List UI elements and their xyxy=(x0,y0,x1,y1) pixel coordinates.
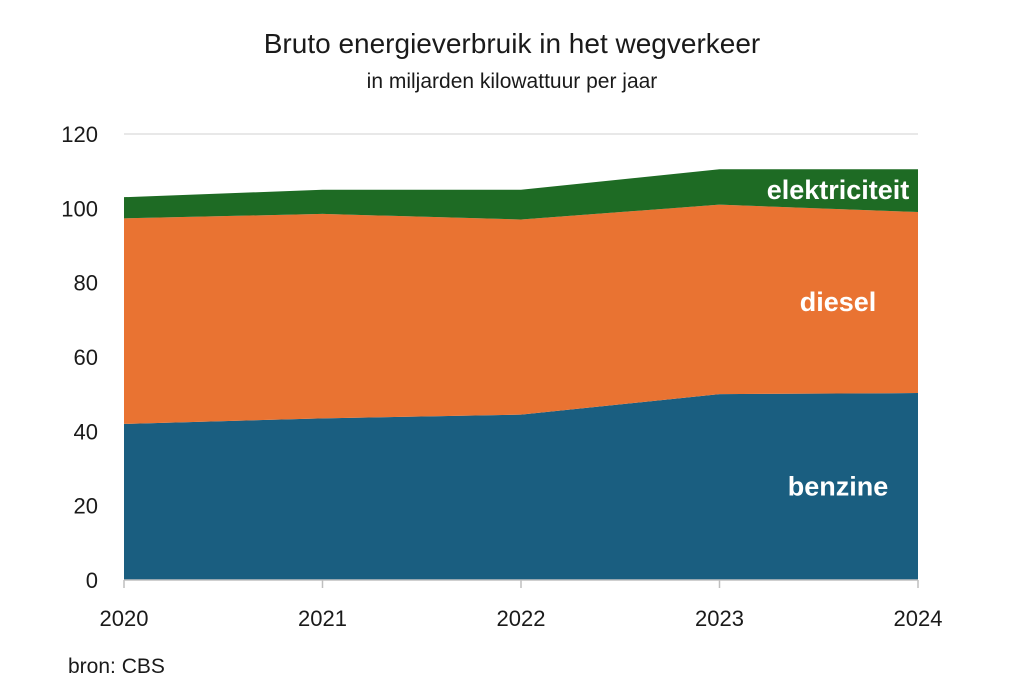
y-tick-labels: 0 20 40 60 80 100 120 xyxy=(61,122,98,593)
area-diesel xyxy=(124,204,918,424)
area-series xyxy=(124,169,918,580)
y-tick-label: 120 xyxy=(61,122,98,147)
x-tick-label: 2022 xyxy=(497,606,546,631)
y-tick-label: 80 xyxy=(74,271,98,296)
y-tick-label: 0 xyxy=(86,568,98,593)
chart-subtitle: in miljarden kilowattuur per jaar xyxy=(366,70,658,93)
series-label-diesel: diesel xyxy=(800,287,877,317)
y-tick-label: 60 xyxy=(74,345,98,370)
series-labels: benzine diesel elektriciteit xyxy=(767,175,910,502)
area-elektriciteit xyxy=(124,169,918,220)
axes xyxy=(123,579,919,588)
x-tick-labels: 2020 2021 2022 2023 2024 xyxy=(100,606,943,631)
series-label-elektriciteit: elektriciteit xyxy=(767,175,910,205)
y-tick-label: 100 xyxy=(61,196,98,221)
chart-title: Bruto energieverbruik in het wegverkeer xyxy=(263,28,761,59)
area-benzine xyxy=(124,393,918,580)
series-label-benzine: benzine xyxy=(788,472,889,502)
x-tick-label: 2020 xyxy=(100,606,149,631)
x-tick-label: 2024 xyxy=(894,606,943,631)
x-tick-label: 2023 xyxy=(695,606,744,631)
x-tick-label: 2021 xyxy=(298,606,347,631)
source-note: bron: CBS xyxy=(68,655,165,678)
y-tick-label: 20 xyxy=(74,494,98,519)
y-tick-label: 40 xyxy=(74,419,98,444)
